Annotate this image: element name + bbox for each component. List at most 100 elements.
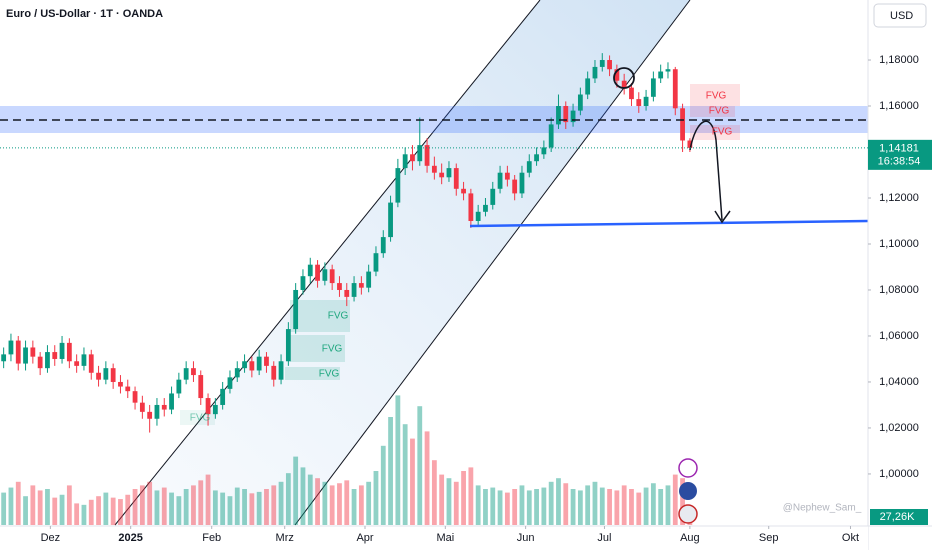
candle-body xyxy=(1,354,7,362)
volume-bar xyxy=(293,456,299,525)
volume-bar xyxy=(388,417,393,525)
candle-body xyxy=(30,347,36,357)
candle-body xyxy=(592,66,598,79)
volume-bar xyxy=(198,480,204,525)
fvg-box xyxy=(290,300,350,332)
volume-bar xyxy=(541,487,547,525)
candle-body xyxy=(526,161,532,173)
candle-body xyxy=(285,329,291,362)
volume-bar xyxy=(570,489,576,525)
candle-body xyxy=(139,402,145,412)
volume-bar xyxy=(402,424,408,525)
volume-bar xyxy=(672,474,678,525)
candle-body xyxy=(643,96,649,107)
volume-bar xyxy=(395,395,401,525)
volume-bar xyxy=(154,490,160,525)
x-tick-label: Mai xyxy=(436,532,454,544)
volume-bar xyxy=(183,489,189,525)
candle-body xyxy=(439,172,445,178)
candle-body xyxy=(52,352,58,359)
volume-bar xyxy=(526,490,532,525)
volume-bar xyxy=(227,496,233,525)
event-icon[interactable] xyxy=(678,458,698,478)
volume-bar xyxy=(74,503,80,525)
candle-body xyxy=(125,386,131,392)
candle-body xyxy=(154,404,160,419)
candle-body xyxy=(329,269,335,284)
volume-bar xyxy=(424,431,430,525)
candle-body xyxy=(563,106,569,123)
candle-body xyxy=(402,154,408,169)
volume-bar xyxy=(264,489,269,525)
x-tick-label: Feb xyxy=(202,532,221,544)
volume-bar xyxy=(110,497,116,525)
volume-bar xyxy=(81,504,87,525)
volume-bar xyxy=(161,487,167,525)
fvg-label: FVG xyxy=(328,311,349,322)
candle-body xyxy=(650,78,656,97)
x-tick-label: Apr xyxy=(356,532,373,544)
volume-bar xyxy=(88,499,94,525)
price-axis-bg xyxy=(868,30,932,550)
candle-body xyxy=(519,172,525,194)
candle-body xyxy=(198,375,204,399)
candle-body xyxy=(599,60,605,67)
candle-body xyxy=(351,283,357,297)
candle-body xyxy=(315,264,320,281)
candle-body xyxy=(307,264,313,277)
fvg-label: FVG xyxy=(712,127,733,138)
candle-body xyxy=(490,188,496,205)
volume-bar xyxy=(548,481,554,525)
candle-body xyxy=(59,342,65,359)
candle-body xyxy=(687,140,693,148)
volume-bar xyxy=(680,478,685,525)
volume-label-box xyxy=(870,509,928,525)
x-tick-label: Dez xyxy=(41,532,61,544)
candle-body xyxy=(461,188,466,194)
candle-body xyxy=(191,368,196,376)
candle-body xyxy=(344,289,350,297)
arrow-head xyxy=(714,210,731,224)
volume-bar xyxy=(249,493,255,525)
candle-body xyxy=(322,269,328,281)
volume-bar xyxy=(534,489,539,525)
volume-bar xyxy=(96,496,101,525)
candle-body xyxy=(132,391,138,403)
currency-button[interactable] xyxy=(873,3,927,28)
volume-bar xyxy=(629,489,634,525)
candle-body xyxy=(621,80,627,88)
candle-body xyxy=(417,145,423,162)
volume-bar xyxy=(23,496,28,525)
volume-bar xyxy=(475,485,481,525)
candle-body xyxy=(534,154,539,162)
volume-bar xyxy=(614,490,620,525)
overlays: FVG FVG FVG FVG FVG FVG FVG @Nephew_Sam_… xyxy=(0,3,927,524)
volume-label: 27,26K xyxy=(880,511,916,523)
currency[interactable]: USD xyxy=(890,10,913,22)
volume-bar xyxy=(417,406,423,525)
last-price-box xyxy=(868,139,932,170)
candle-body xyxy=(147,411,153,419)
candle-body xyxy=(8,340,14,355)
candle-body xyxy=(614,69,620,81)
volume-bar xyxy=(118,499,123,525)
time-axis-bg xyxy=(0,526,868,550)
volume-bar xyxy=(563,483,569,525)
fvg-box xyxy=(690,84,740,106)
volume-panel xyxy=(1,395,693,525)
volume-bar xyxy=(285,473,291,525)
volume-bar xyxy=(643,487,649,525)
candle-body xyxy=(278,361,284,380)
candle-body xyxy=(629,87,634,100)
event-icon[interactable] xyxy=(678,504,698,524)
event-icon[interactable] xyxy=(679,482,697,500)
volume-bar xyxy=(366,481,372,525)
fvg-box xyxy=(690,106,735,117)
candle-body xyxy=(81,354,87,366)
volume-bar xyxy=(358,485,364,525)
candle-body xyxy=(658,71,664,79)
candle-body xyxy=(264,356,269,366)
candle-body xyxy=(37,356,43,369)
volume-bar xyxy=(607,489,612,525)
